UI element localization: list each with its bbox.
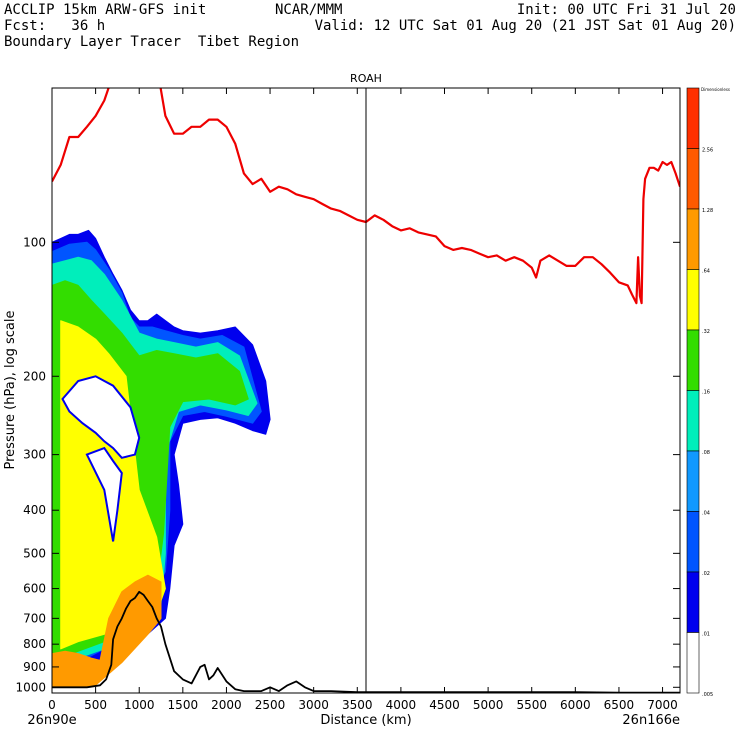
- x-tick-label: 500: [84, 698, 107, 712]
- x-tick-label: 6500: [604, 698, 635, 712]
- x-tick-label: 2000: [211, 698, 242, 712]
- header-forecast-hour: Fcst: 36 h: [4, 18, 106, 34]
- header-valid-time: Valid: 12 UTC Sat 01 Aug 20 (21 JST Sat …: [314, 18, 736, 34]
- x-endpoint-left: 26n90e: [27, 713, 76, 728]
- colorbar-swatch: [686, 450, 700, 512]
- y-tick-label: 700: [23, 611, 46, 625]
- colorbar-swatch: [686, 208, 700, 270]
- y-tick-label: 500: [23, 546, 46, 560]
- line-layer: [52, 88, 680, 693]
- y-axis-label: Pressure (hPa), log scale: [3, 311, 18, 470]
- y-tick-label: 400: [23, 503, 46, 517]
- y-tick-label: 100: [23, 235, 46, 249]
- colorbar-level-label: .02: [702, 571, 710, 577]
- colorbar-swatch: [686, 87, 700, 149]
- colorbar-level-label: .01: [702, 632, 710, 638]
- header-field-title: Boundary Layer Tracer Tibet Region: [4, 34, 300, 50]
- colorbar-level-label: .04: [702, 511, 710, 517]
- y-tick-label: 800: [23, 637, 46, 651]
- header-model-title: ACCLIP 15km ARW-GFS init: [4, 2, 207, 18]
- colorbar-swatch: [686, 571, 700, 633]
- colorbar-swatch: [686, 511, 700, 573]
- colorbar-level-label: 1.28: [702, 208, 713, 214]
- series-black-line: [52, 590, 680, 693]
- colorbar-swatch: [686, 269, 700, 331]
- x-tick-label: 0: [48, 698, 56, 712]
- y-tick-label: 900: [23, 660, 46, 674]
- contour-layer: [52, 229, 271, 688]
- x-tick-label: 4000: [386, 698, 417, 712]
- x-tick-label: 2500: [255, 698, 286, 712]
- series-red-line: [52, 88, 680, 305]
- header-init-time: Init: 00 UTC Fri 31 Jul 20: [516, 2, 736, 18]
- colorbar-level-label: 2.56: [702, 148, 713, 154]
- header-organization: NCAR/MMM: [275, 2, 343, 18]
- y-tick-label: 300: [23, 448, 46, 462]
- x-tick-label: 3000: [298, 698, 329, 712]
- colorbar-level-label: .32: [702, 329, 710, 335]
- colorbar-swatch: [686, 632, 700, 694]
- y-tick-label: 600: [23, 582, 46, 596]
- colorbar-level-label: .005: [702, 692, 713, 698]
- colorbar-level-label: .08: [702, 450, 710, 456]
- y-tick-label: 1000: [15, 680, 46, 694]
- x-tick-label: 5500: [516, 698, 547, 712]
- x-tick-label: 3500: [342, 698, 373, 712]
- plot-frame: [51, 87, 681, 694]
- x-tick-label: 4500: [429, 698, 460, 712]
- colorbar-title: Dimensionless: [701, 87, 730, 92]
- x-axis: 0 500 1000 1500 2000 2500 3000 3500 4000 4500 5000…: [48, 88, 678, 712]
- y-tick-label: 200: [23, 369, 46, 383]
- colorbar-swatch: [686, 390, 700, 452]
- x-tick-label: 1500: [168, 698, 199, 712]
- colorbar-level-label: .16: [702, 390, 710, 396]
- x-tick-label: 6000: [560, 698, 591, 712]
- x-tick-label: 5000: [473, 698, 504, 712]
- cleared-region-1: [85, 446, 123, 542]
- chart-title: ROAH: [350, 72, 382, 85]
- x-tick-label: 7000: [647, 698, 678, 712]
- cleared-region-0: [61, 375, 141, 459]
- x-endpoint-right: 26n166e: [622, 713, 680, 728]
- colorbar-level-label: .64: [702, 269, 710, 275]
- x-tick-label: 1000: [124, 698, 155, 712]
- colorbar: Dimensionless 2.56 1.28 .64 .32 .16 .08 .04 .02.…: [686, 87, 730, 698]
- colorbar-swatch: [686, 329, 700, 391]
- y-axis: 100 200 300 400 500 600 700 800 900 1000: [15, 235, 680, 694]
- x-axis-label: Distance (km): [320, 713, 411, 728]
- colorbar-swatch: [686, 148, 700, 210]
